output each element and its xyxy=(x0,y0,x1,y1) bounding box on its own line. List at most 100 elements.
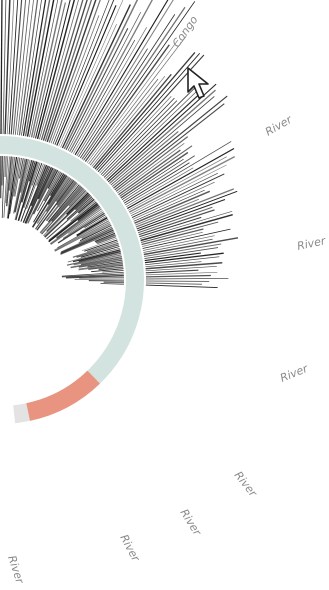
outer-bar xyxy=(10,0,23,135)
outer-bar xyxy=(138,209,215,236)
inner-bar xyxy=(49,206,101,245)
outer-bar xyxy=(24,0,51,137)
inner-bar xyxy=(13,158,26,214)
inner-bar xyxy=(68,210,103,234)
inner-bar xyxy=(32,169,57,215)
inner-bar xyxy=(78,259,123,268)
outer-bar xyxy=(126,147,235,210)
outer-bar xyxy=(145,274,211,278)
outer-bar xyxy=(46,0,97,143)
outer-bar xyxy=(142,228,231,249)
inner-bar xyxy=(26,163,44,210)
outer-bar xyxy=(99,95,172,174)
outer-bar xyxy=(103,85,197,178)
outer-bar xyxy=(142,235,215,251)
inner-bar xyxy=(54,221,111,252)
inner-bar xyxy=(79,276,125,279)
outer-bar xyxy=(144,247,219,260)
inner-bar xyxy=(80,215,107,233)
outer-bar xyxy=(143,238,213,253)
outer-bar xyxy=(91,75,166,167)
inner-bar xyxy=(7,157,18,219)
outer-bar xyxy=(110,96,215,186)
inner-bar xyxy=(70,200,96,222)
inner-bar xyxy=(31,162,41,186)
outer-bar xyxy=(120,151,189,199)
inner-bar xyxy=(79,225,112,242)
outer-bar xyxy=(6,0,15,135)
inner-bar xyxy=(60,231,115,255)
inner-bar xyxy=(15,159,33,221)
ring-segments xyxy=(0,136,144,424)
inner-bar xyxy=(6,156,16,219)
inner-bar xyxy=(1,156,5,219)
inner-bar xyxy=(19,159,30,193)
inner-bar xyxy=(81,237,117,252)
outer-bar xyxy=(71,39,136,153)
inner-bar xyxy=(56,180,76,206)
label-river-6: River xyxy=(117,532,143,565)
outer-bars xyxy=(0,0,239,289)
outer-bar xyxy=(113,95,228,189)
inner-bar xyxy=(45,176,71,212)
inner-bar xyxy=(76,244,120,258)
inner-bar xyxy=(74,194,92,211)
inner-bar xyxy=(5,156,11,204)
outer-bar xyxy=(65,27,129,151)
outer-bar xyxy=(14,0,30,135)
ring-segment-3 xyxy=(13,403,30,424)
outer-bar xyxy=(100,97,175,175)
outer-bar xyxy=(72,27,148,154)
inner-bar xyxy=(8,156,14,191)
inner-bar xyxy=(36,180,75,231)
inner-bar xyxy=(30,165,50,207)
outer-bar xyxy=(63,0,139,150)
inner-bar xyxy=(72,249,121,263)
label-river-2: River xyxy=(296,234,328,253)
outer-bar xyxy=(139,216,202,238)
outer-bar xyxy=(115,136,189,192)
outer-bar xyxy=(123,162,190,204)
inner-bar xyxy=(91,268,124,273)
outer-bar xyxy=(144,252,224,264)
inner-bar xyxy=(73,254,122,266)
inner-bar xyxy=(95,234,116,244)
outer-bar xyxy=(118,149,181,196)
outer-bar xyxy=(18,0,39,136)
outer-bar xyxy=(26,0,55,137)
outer-bar xyxy=(69,0,153,153)
inner-bar xyxy=(66,192,89,215)
inner-bar xyxy=(56,205,101,239)
inner-bar xyxy=(39,185,82,234)
outer-bar xyxy=(92,73,172,169)
outer-bar xyxy=(76,0,174,157)
outer-bar xyxy=(96,53,201,171)
outer-bar xyxy=(140,213,233,242)
inner-bar xyxy=(61,271,124,277)
outer-bar xyxy=(86,39,179,163)
inner-bar xyxy=(94,232,116,243)
inner-bar xyxy=(55,178,74,203)
inner-bar xyxy=(77,204,99,222)
inner-bar xyxy=(31,174,66,228)
inner-bar xyxy=(1,155,4,186)
label-river-7: River xyxy=(5,554,27,587)
inner-bar xyxy=(51,186,83,222)
inner-bar xyxy=(36,176,69,224)
inner-bar xyxy=(14,158,28,213)
inner-bar xyxy=(33,172,63,223)
outer-bar xyxy=(135,188,235,228)
inner-bar xyxy=(48,201,97,242)
inner-bar xyxy=(48,202,98,243)
outer-bar xyxy=(44,0,93,142)
outer-bar xyxy=(79,14,176,159)
inner-bar xyxy=(25,166,53,224)
inner-bar xyxy=(50,208,102,245)
outer-bar xyxy=(34,0,71,139)
inner-bar xyxy=(49,173,65,197)
inner-bar xyxy=(24,166,51,224)
outer-bar xyxy=(121,158,184,200)
outer-bar xyxy=(128,156,227,211)
outer-bar xyxy=(142,231,203,247)
